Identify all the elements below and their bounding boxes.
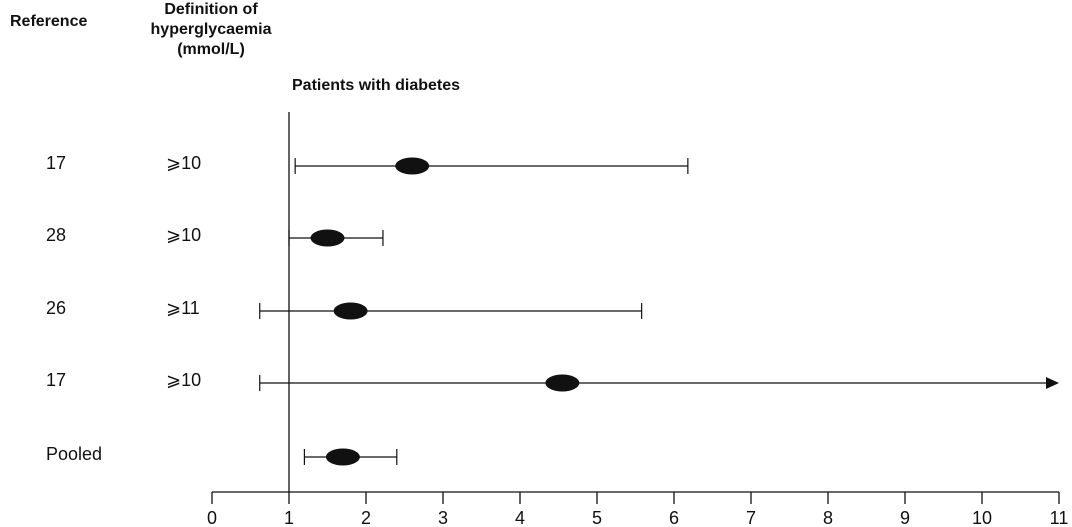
definition-column-header: Definition of hyperglycaemia (mmol/L) bbox=[136, 0, 286, 60]
x-tick-label: 8 bbox=[823, 508, 833, 527]
row-reference-label: 28 bbox=[46, 225, 67, 245]
x-tick-label: 9 bbox=[900, 508, 910, 527]
row-definition-label: ⩾10 bbox=[166, 370, 202, 390]
x-tick-label: 6 bbox=[669, 508, 679, 527]
row-reference-label: Pooled bbox=[46, 444, 103, 464]
point-estimate-marker bbox=[333, 302, 368, 320]
x-tick-label: 1 bbox=[284, 508, 294, 527]
x-tick-label: 2 bbox=[361, 508, 371, 527]
point-estimate-marker bbox=[395, 157, 430, 175]
row-reference-label: 26 bbox=[46, 298, 67, 318]
point-estimate-marker bbox=[545, 374, 580, 392]
point-estimate-marker bbox=[310, 229, 345, 247]
row-reference-label: 17 bbox=[46, 153, 67, 173]
row-definition-label: ⩾10 bbox=[166, 153, 202, 173]
panel-title: Patients with diabetes bbox=[292, 77, 461, 94]
point-estimate-marker bbox=[325, 448, 360, 466]
x-tick-label: 10 bbox=[972, 508, 992, 527]
x-tick-label: 3 bbox=[438, 508, 448, 527]
reference-column-header: Reference bbox=[10, 13, 88, 30]
definition-header-line-1: Definition of bbox=[164, 1, 258, 18]
x-tick-label: 0 bbox=[207, 508, 217, 527]
x-tick-label: 11 bbox=[1050, 508, 1069, 527]
ci-arrow-head bbox=[1046, 377, 1059, 389]
x-tick-label: 4 bbox=[515, 508, 525, 527]
x-tick-label: 5 bbox=[592, 508, 602, 527]
row-reference-label: 17 bbox=[46, 370, 67, 390]
definition-header-line-3: (mmol/L) bbox=[177, 41, 245, 58]
row-definition-label: ⩾10 bbox=[166, 225, 202, 245]
x-tick-label: 7 bbox=[746, 508, 756, 527]
row-definition-label: ⩾11 bbox=[166, 298, 200, 318]
definition-header-line-2: hyperglycaemia bbox=[150, 21, 272, 38]
